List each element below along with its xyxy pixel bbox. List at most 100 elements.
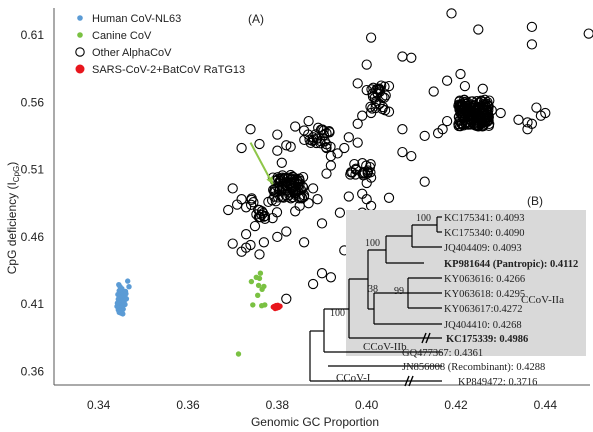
- data-point: [325, 141, 336, 152]
- data-point: [279, 172, 290, 184]
- data-point: [441, 115, 453, 127]
- data-point: [483, 112, 494, 123]
- y-axis-title-end: ): [5, 162, 19, 166]
- data-point: [313, 122, 324, 133]
- data-point: [308, 134, 319, 145]
- legend-label: Human CoV-NL63: [92, 13, 181, 25]
- branch-break-mark: [421, 332, 427, 344]
- data-point: [303, 129, 314, 140]
- data-point: [350, 163, 362, 174]
- data-point: [277, 303, 283, 309]
- data-point: [249, 220, 261, 232]
- data-point: [122, 301, 128, 308]
- data-point: [477, 112, 489, 124]
- data-point: [477, 117, 488, 128]
- data-point: [406, 52, 417, 63]
- legend-label: SARS-CoV-2+BatCoV RaTG13: [92, 64, 245, 76]
- data-point: [352, 137, 363, 148]
- data-point: [365, 101, 376, 112]
- data-point: [307, 278, 319, 290]
- data-point: [235, 351, 242, 357]
- data-point: [513, 114, 524, 125]
- data-point: [370, 102, 381, 114]
- data-point: [126, 284, 132, 290]
- data-point: [419, 176, 430, 187]
- highlight-arrow: [249, 142, 274, 185]
- y-tick-label: 0.41: [21, 297, 45, 311]
- data-point: [352, 118, 363, 129]
- x-axis-title: Genomic GC Proportion: [251, 415, 379, 429]
- tree-leaf-label: KC175341: 0.4093: [444, 213, 525, 224]
- data-point: [270, 196, 282, 207]
- data-point: [254, 138, 265, 150]
- tree-leaf-label: KY063616: 0.4266: [444, 274, 525, 285]
- data-point: [248, 197, 259, 208]
- data-point: [478, 120, 489, 132]
- x-tick-labels: 0.34 0.36 0.38 0.40 0.42 0.44: [87, 398, 557, 412]
- data-point: [295, 184, 307, 196]
- data-point: [254, 211, 265, 223]
- data-point: [462, 109, 474, 120]
- branch-break-mark: [425, 332, 431, 344]
- tree-leaf-label: KP849472: 0.3716: [458, 377, 537, 388]
- data-point: [383, 192, 395, 203]
- data-point: [281, 293, 292, 304]
- data-point: [484, 118, 495, 130]
- data-point: [312, 194, 323, 205]
- data-point: [257, 270, 264, 276]
- x-tick-label: 0.42: [444, 398, 468, 412]
- data-point: [272, 231, 283, 243]
- data-point: [227, 183, 238, 194]
- y-axis-title-sub: CpG: [12, 166, 21, 182]
- data-point: [406, 150, 417, 162]
- tree-leaf-label: KY063618: 0.4295: [444, 289, 525, 300]
- data-point: [120, 311, 126, 317]
- data-point: [254, 249, 265, 260]
- bootstrap-value: 38: [368, 284, 378, 295]
- data-point: [470, 107, 481, 119]
- data-point: [357, 158, 368, 169]
- data-point: [251, 209, 262, 220]
- tree-leaf-label: KP981644 (Pantropic): 0.4112: [444, 259, 578, 270]
- data-point: [281, 226, 292, 237]
- branch-break-mark: [404, 375, 410, 387]
- data-point: [468, 99, 480, 111]
- data-point: [365, 167, 376, 178]
- legend-marker: [75, 47, 85, 57]
- tree-clade-labels: CCoV-IIa CCoV-IIb CCoV-I: [336, 294, 564, 384]
- tree-leaf-label: JQ404410: 0.4268: [444, 320, 522, 331]
- data-point: [343, 132, 354, 143]
- data-point: [361, 59, 372, 70]
- data-point: [290, 121, 301, 132]
- data-point: [383, 80, 395, 92]
- data-point: [289, 185, 300, 197]
- data-point: [284, 189, 295, 200]
- data-point: [419, 130, 430, 142]
- data-point: [240, 202, 252, 213]
- data-point: [310, 129, 321, 140]
- tree-leaf-label: GQ477367: 0.4361: [402, 348, 483, 359]
- y-axis-title: CpG deficiency (ICpG): [5, 162, 21, 275]
- data-point: [365, 200, 377, 212]
- data-point: [367, 103, 378, 114]
- inset-background: [346, 210, 586, 356]
- data-point: [325, 272, 337, 283]
- data-points: [114, 8, 593, 357]
- data-point: [397, 124, 408, 135]
- legend-marker: [75, 64, 85, 74]
- data-point: [266, 195, 278, 206]
- data-point: [321, 168, 332, 179]
- data-point: [272, 145, 283, 156]
- panel-label-a: (A): [248, 12, 264, 26]
- data-point: [332, 148, 343, 159]
- data-point: [257, 208, 269, 219]
- data-point: [455, 120, 466, 132]
- x-tick-label: 0.34: [87, 398, 111, 412]
- arrow-shaft: [249, 142, 274, 185]
- x-tick-label: 0.40: [355, 398, 379, 412]
- data-point: [258, 237, 270, 248]
- clade-label: CCoV-IIb: [363, 341, 407, 353]
- y-tick-label: 0.46: [21, 230, 45, 244]
- legend: Human CoV-NL63 Canine CoV Other AlphaCoV SA…: [75, 13, 245, 76]
